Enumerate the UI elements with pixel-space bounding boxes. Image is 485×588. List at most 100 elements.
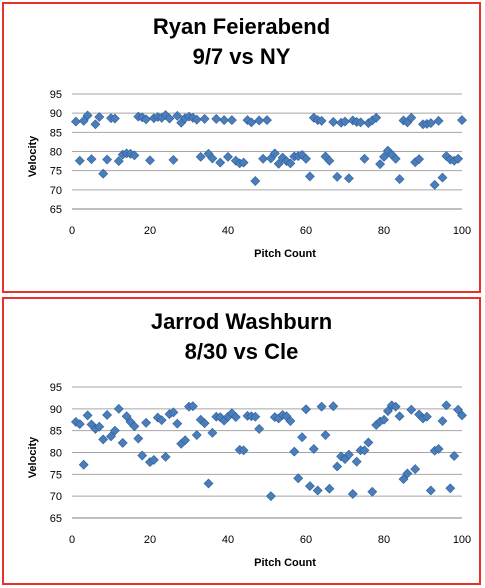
y-tick-label: 95 [50,89,62,101]
data-point [433,444,444,454]
data-point [328,401,339,412]
data-point [301,153,311,164]
data-point [74,155,85,166]
data-point [78,459,89,470]
x-tick-label: 100 [453,225,471,237]
data-point [433,115,444,126]
data-point [226,115,237,125]
x-tick-label: 80 [378,534,390,546]
data-point [109,425,120,436]
data-point [316,401,327,412]
data-point [121,411,132,422]
data-point [238,157,249,168]
data-point [246,117,257,128]
data-point [414,154,425,165]
data-point [90,119,101,130]
data-point [406,112,417,123]
x-tick-label: 20 [144,534,156,546]
data-point [328,117,339,127]
data-point [390,153,401,164]
data-point [250,176,261,186]
y-tick-label: 65 [50,204,62,216]
data-point [398,474,409,485]
data-point [191,114,202,125]
data-point [129,150,140,161]
chart-panel-feierabend: Ryan Feierabend 9/7 vs NY 65 70 75 80 85 90 95… [2,2,481,293]
data-point [457,410,467,421]
x-tick-label: 60 [300,534,312,546]
data-point [343,173,354,184]
data-point [394,411,405,422]
x-tick-label: 80 [378,225,390,237]
data-point [191,430,202,440]
data-point [102,154,113,165]
data-point [421,411,432,422]
data-point [429,179,440,190]
data-point [308,444,319,454]
data-point [129,421,140,432]
chart-title-line2: 9/7 vs NY [192,44,291,69]
data-point [445,483,456,494]
data-point [230,412,241,423]
chart-title-line1: Ryan Feierabend [152,14,331,39]
data-point [238,445,249,456]
data-point [102,410,113,420]
data-point [332,461,343,472]
data-point [382,406,393,416]
data-point [180,435,191,446]
data-point [187,401,198,412]
data-point [94,421,105,432]
x-tick-label: 60 [300,225,312,237]
data-point [297,432,308,443]
data-point [168,155,179,165]
data-point [394,174,405,185]
x-tick-label: 40 [222,225,234,237]
data-point [219,115,230,125]
data-point [98,434,109,445]
data-point [367,486,378,497]
data-point [457,115,467,125]
data-point [145,155,155,166]
data-point [70,116,81,127]
data-point [207,153,218,164]
y-tick-label: 70 [50,185,62,197]
chart-title-line2: 8/30 vs Cle [184,339,299,364]
data-point [293,473,304,484]
data-point [301,404,311,415]
data-point [82,410,93,421]
data-point [207,427,218,438]
data-point [449,451,460,461]
data-point [258,153,269,164]
data-point [289,446,300,457]
data-point [211,113,222,124]
data-point [164,113,175,124]
data-point [347,489,358,499]
data-point [437,416,448,426]
y-tick-label: 95 [50,382,62,394]
data-point [316,115,327,126]
y-tick-label: 75 [50,166,62,178]
data-point [359,445,370,456]
y-tick-label: 80 [50,448,62,460]
data-point [390,401,401,412]
data-point [304,481,315,492]
data-point [199,418,210,429]
data-point [74,419,85,430]
data-point [359,153,370,164]
data-point [203,478,214,489]
data-point [109,113,120,124]
data-point [379,414,389,425]
data-point [172,110,183,121]
y-tick-label: 65 [50,513,62,525]
data-point [117,437,128,448]
data-point [425,118,436,129]
data-point [379,151,389,162]
data-point [371,112,382,123]
data-point [223,151,233,162]
y-tick-label: 75 [50,469,62,481]
y-tick-label: 85 [50,127,62,139]
data-point [402,468,413,479]
x-tick-label: 20 [144,225,156,237]
data-point [113,403,124,414]
data-point [82,110,93,121]
